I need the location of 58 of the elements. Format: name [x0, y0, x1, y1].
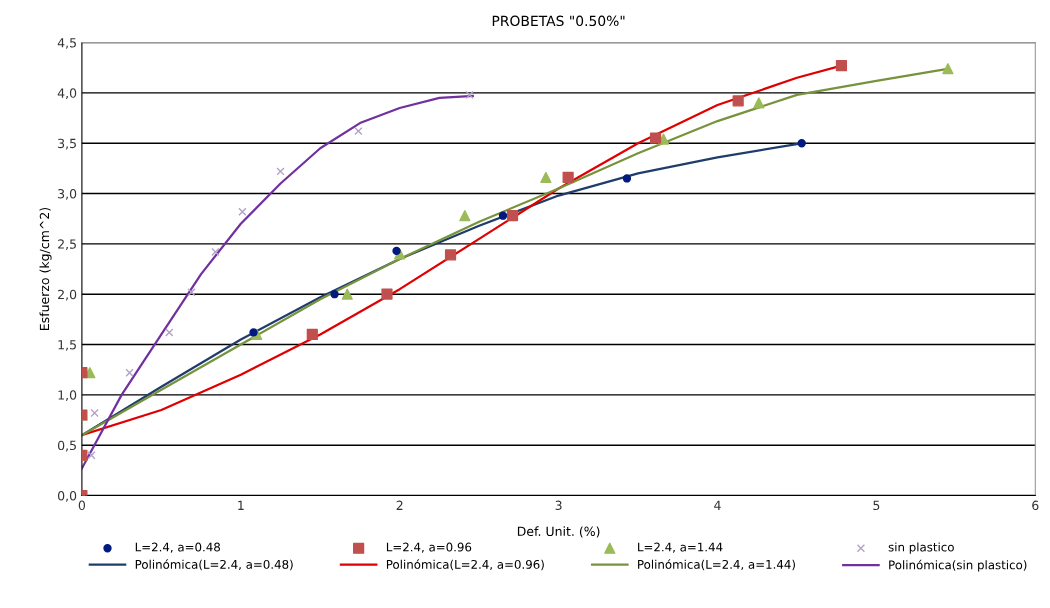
point: [459, 210, 471, 222]
x-tick-label: 3: [555, 500, 562, 511]
x-axis-title: Def. Unit. (%): [517, 526, 600, 538]
point: [187, 288, 196, 297]
chart-title: PROBETAS "0.50%": [492, 15, 625, 27]
point: [622, 174, 632, 183]
point: [562, 171, 574, 184]
point: [649, 132, 662, 144]
legend-label: L=2.4, a=1.44: [638, 542, 723, 553]
x-tick-label: 0: [78, 500, 86, 511]
y-tick-label: 1,0: [58, 390, 77, 402]
x-tick-label: 6: [1032, 500, 1039, 511]
point: [942, 63, 954, 75]
x-tick-label: 4: [714, 500, 721, 510]
point: [354, 126, 363, 136]
x-tick-label: 1: [238, 500, 244, 510]
point: [392, 246, 401, 256]
point: [444, 249, 457, 261]
point: [498, 211, 508, 220]
point: [211, 247, 220, 257]
legend-label: Polinómica(L=2.4, a=0.96): [386, 559, 544, 571]
point: [381, 288, 393, 300]
point: [540, 171, 552, 184]
point: [506, 210, 519, 222]
legend-label: Polinómica(L=2.4, a=1.44): [638, 559, 795, 571]
y-tick-label: 1,5: [58, 340, 76, 351]
legend-label: sin plastico: [888, 542, 954, 554]
legend-label: Polinómica(sin plastico): [889, 559, 1027, 572]
point: [306, 328, 318, 341]
point: [90, 408, 99, 418]
point: [835, 60, 848, 72]
y-tick-label: 2,5: [58, 239, 76, 251]
y-tick-label: 0,0: [57, 490, 77, 502]
x-tick-label: 5: [873, 500, 880, 511]
point: [238, 207, 247, 216]
legend-label: L=2.4, a=0.48: [135, 542, 220, 553]
point: [125, 368, 134, 377]
point: [465, 90, 474, 100]
y-tick-label: 3,5: [58, 138, 76, 150]
point: [753, 97, 765, 109]
point: [341, 288, 353, 300]
point: [87, 451, 96, 460]
y-tick-label: 2,0: [58, 289, 77, 301]
legend-label: L=2.4, a=0.96: [386, 542, 472, 553]
x-tick-label: 2: [396, 500, 403, 510]
point: [797, 139, 806, 148]
y-tick-label: 0,5: [57, 440, 76, 452]
point: [249, 328, 258, 337]
point: [732, 95, 744, 107]
point: [165, 328, 174, 337]
legend-label: Polinómica(L=2.4, a=0.48): [135, 559, 293, 571]
y-tick-label: 4,0: [57, 88, 77, 100]
y-axis-title: Esfuerzo (kg/cm^2): [39, 207, 52, 330]
line-series: [81, 94, 474, 470]
point: [330, 290, 339, 299]
y-tick-label: 3,0: [58, 189, 77, 200]
y-tick-label: 4,5: [57, 38, 76, 49]
point: [276, 167, 285, 176]
